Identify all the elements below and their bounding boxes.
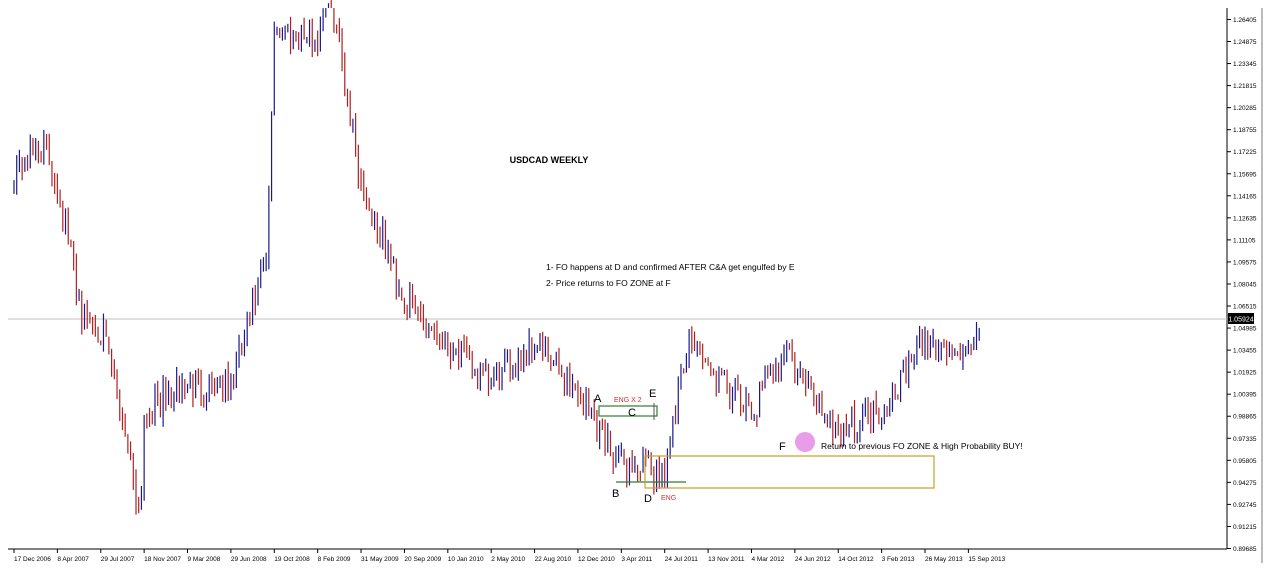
eng-label: ENG xyxy=(661,495,676,502)
time-tick-label: 2 May 2010 xyxy=(491,556,525,563)
candles-layer xyxy=(13,0,980,515)
price-tick-label: 0.92745 xyxy=(1233,502,1257,509)
point-label-f: F xyxy=(779,441,786,453)
current-price-marker xyxy=(1228,313,1254,324)
time-tick-label: 3 Apr 2011 xyxy=(621,556,652,563)
price-tick-label: 1.06515 xyxy=(1233,304,1257,311)
point-label-e: E xyxy=(649,388,656,400)
price-tick-label: 1.23345 xyxy=(1233,61,1257,68)
point-label-d: D xyxy=(644,493,652,505)
price-tick-label: 0.91215 xyxy=(1233,524,1257,531)
price-tick-label: 1.01925 xyxy=(1233,370,1257,377)
point-label-a: A xyxy=(594,393,602,405)
price-tick-label: 0.89685 xyxy=(1233,546,1257,553)
price-tick-label: 1.17225 xyxy=(1233,149,1257,156)
time-tick-label: 19 Oct 2008 xyxy=(274,556,310,563)
time-tick-label: 14 Oct 2012 xyxy=(838,556,874,563)
price-tick-label: 1.18755 xyxy=(1233,127,1257,134)
time-tick-label: 20 Sep 2009 xyxy=(404,556,441,563)
price-tick-label: 1.03455 xyxy=(1233,348,1257,355)
fo-zone-box xyxy=(644,455,935,489)
price-tick-label: 1.08045 xyxy=(1233,281,1257,288)
price-tick-label: 1.21815 xyxy=(1233,83,1257,90)
price-tick-label: 1.04985 xyxy=(1233,326,1257,333)
price-tick-label: 1.11105 xyxy=(1233,237,1256,244)
price-tick-label: 1.26405 xyxy=(1233,17,1257,24)
price-tick-label: 1.14165 xyxy=(1233,193,1257,200)
time-tick-label: 24 Jun 2012 xyxy=(795,556,831,563)
price-tick-label: 0.98865 xyxy=(1233,414,1257,421)
price-tick-label: 1.24875 xyxy=(1233,39,1257,46)
price-tick-label: 1.15695 xyxy=(1233,171,1257,178)
point-label-b: B xyxy=(612,488,619,500)
time-tick-label: 15 Sep 2013 xyxy=(968,556,1005,563)
time-tick-label: 9 Mar 2008 xyxy=(188,556,221,563)
time-tick-label: 4 Mar 2012 xyxy=(751,556,784,563)
chart-title: USDCAD WEEKLY xyxy=(510,155,589,165)
price-tick-label: 1.12635 xyxy=(1233,215,1257,222)
time-scale: 17 Dec 2006 8 Apr 2007 29 Jul 2007 18 Nov 2… xyxy=(13,549,1006,563)
current-price-label: 1.05924 xyxy=(1228,317,1253,324)
time-tick-label: 8 Feb 2009 xyxy=(318,556,351,563)
price-tick-label: 0.95805 xyxy=(1233,458,1257,465)
time-tick-label: 10 Jan 2010 xyxy=(448,556,484,563)
time-tick-label: 22 Aug 2010 xyxy=(535,556,572,563)
time-tick-label: 31 May 2009 xyxy=(361,556,399,563)
time-tick-label: 3 Feb 2013 xyxy=(882,556,915,563)
time-tick-label: 8 Apr 2007 xyxy=(57,556,89,563)
price-tick-label: 0.94275 xyxy=(1233,480,1257,487)
time-tick-label: 24 Jul 2011 xyxy=(665,556,699,563)
time-tick-label: 26 May 2013 xyxy=(925,556,963,563)
eng-x2-box xyxy=(598,405,658,417)
time-tick-label: 29 Jun 2008 xyxy=(231,556,267,563)
price-tick-label: 1.09575 xyxy=(1233,259,1257,266)
note-2: 2- Price returns to FO ZONE at F xyxy=(546,278,671,288)
time-tick-label: 13 Nov 2011 xyxy=(708,556,745,563)
time-tick-label: 17 Dec 2006 xyxy=(14,556,51,563)
point-label-c: C xyxy=(628,407,636,419)
time-tick-label: 12 Dec 2010 xyxy=(578,556,615,563)
buy-note: Return to previous FO ZONE & High Probab… xyxy=(821,441,1023,451)
note-1: 1- FO happens at D and confirmed AFTER C… xyxy=(546,262,795,272)
eng-x2-label: ENG X 2 xyxy=(614,397,642,404)
price-scale: 1.26405 1.24875 1.23345 1.21815 1.20285 1.187… xyxy=(1227,17,1257,553)
price-tick-label: 1.20285 xyxy=(1233,105,1257,112)
time-tick-label: 18 Nov 2007 xyxy=(144,556,181,563)
buy-highlight-circle xyxy=(795,432,815,452)
price-tick-label: 0.97335 xyxy=(1233,436,1257,443)
time-tick-label: 29 Jul 2007 xyxy=(101,556,135,563)
price-tick-label: 1.00395 xyxy=(1233,392,1257,399)
